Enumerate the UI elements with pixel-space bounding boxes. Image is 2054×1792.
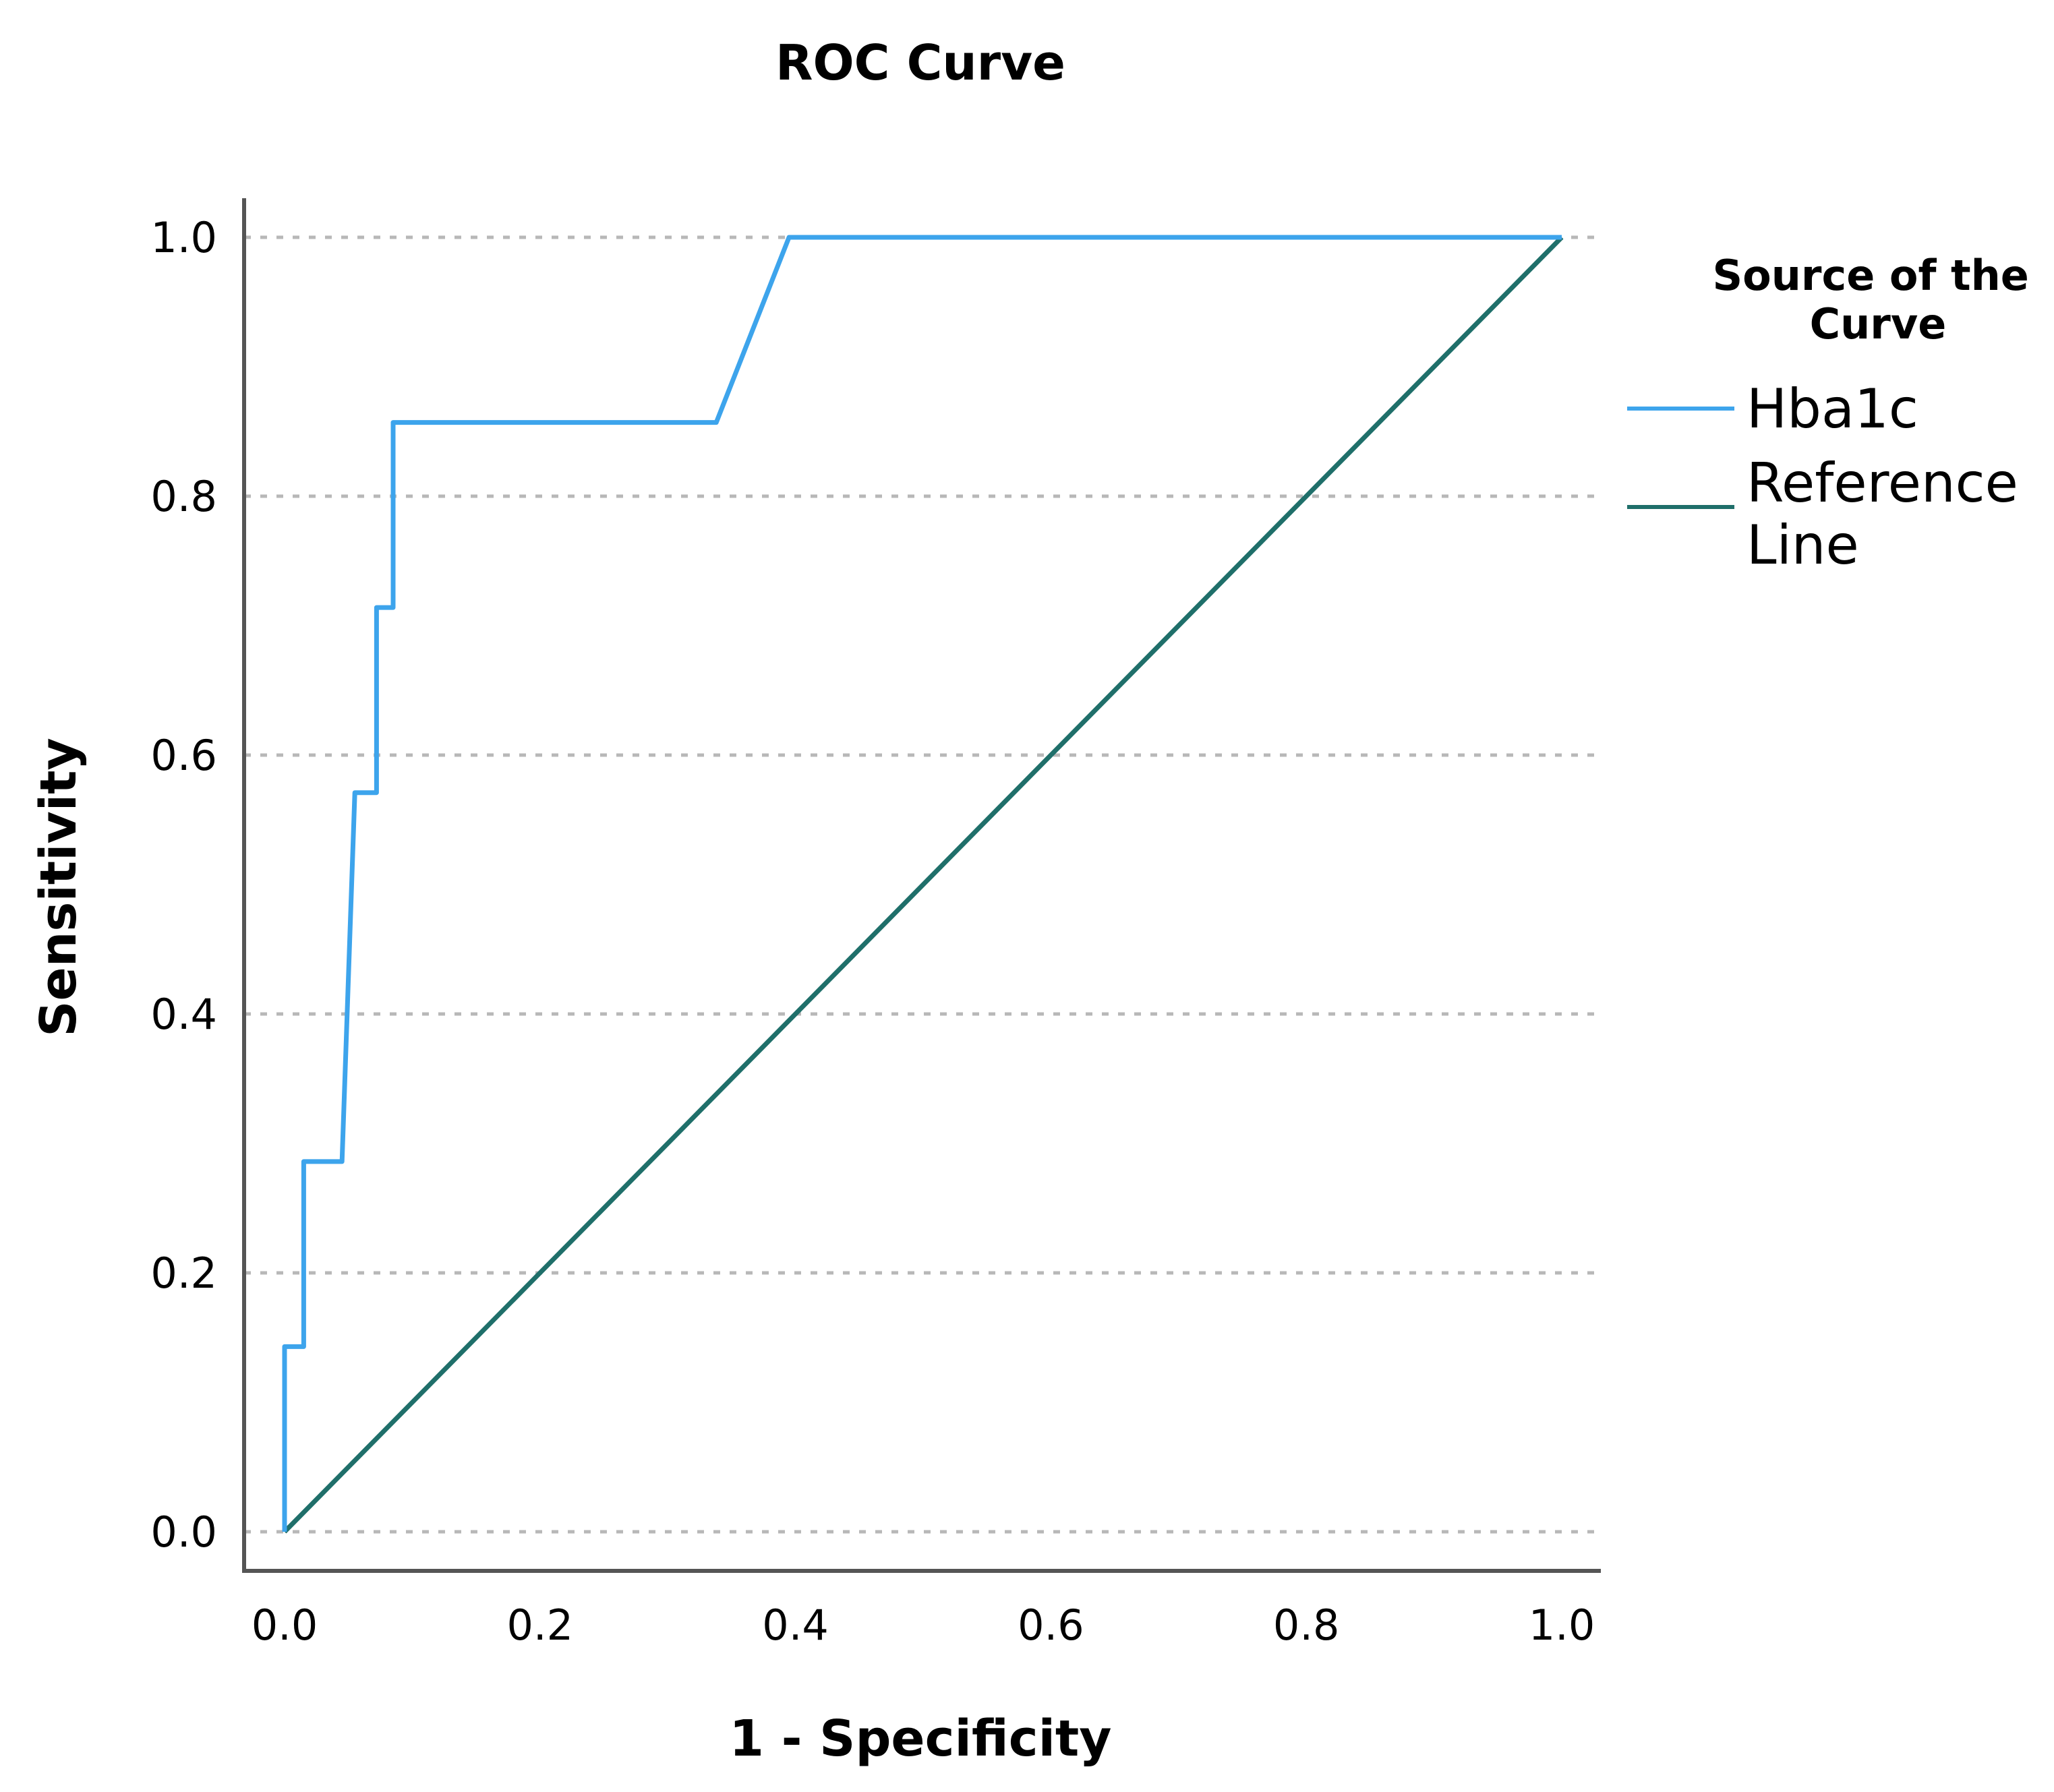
x-tick-label: 0.4 xyxy=(762,1601,829,1650)
y-tick-label: 0.4 xyxy=(150,990,217,1039)
y-tick-label: 1.0 xyxy=(150,213,217,262)
x-tick-label: 0.6 xyxy=(1018,1601,1084,1650)
x-tick-label: 1.0 xyxy=(1529,1601,1595,1650)
series-layer xyxy=(282,235,1564,1534)
legend-label-reference-line-1: Reference xyxy=(1747,452,2018,514)
series-line-reference-line xyxy=(283,235,1564,1534)
y-tick-label: 0.8 xyxy=(150,472,217,521)
legend: Source of the Curve Hba1c Reference Line xyxy=(1627,251,2044,576)
series-line-hba1c xyxy=(282,235,1562,1532)
x-tick-label: 0.0 xyxy=(252,1601,318,1650)
x-axis-label: 1 - Specificity xyxy=(729,1710,1111,1768)
x-tick-labels: 0.0 0.2 0.4 0.6 0.8 1.0 xyxy=(252,1601,1595,1650)
x-tick-label: 0.8 xyxy=(1273,1601,1340,1650)
legend-label-hba1c: Hba1c xyxy=(1747,378,1918,440)
y-tick-label: 0.2 xyxy=(150,1249,217,1298)
y-tick-label: 0.6 xyxy=(150,731,217,780)
legend-title-line-2: Curve xyxy=(1810,299,1947,349)
legend-label-reference-line: Reference Line xyxy=(1747,452,2035,576)
x-tick-label: 0.2 xyxy=(506,1601,573,1650)
legend-title: Source of the Curve xyxy=(1713,251,2044,349)
axis-lines xyxy=(242,198,1601,1573)
legend-label-hba1c-line-1: Hba1c xyxy=(1747,378,1918,440)
legend-title-line-1: Source of the xyxy=(1713,251,2029,300)
chart-title: ROC Curve xyxy=(775,34,1065,91)
y-tick-label: 0.0 xyxy=(150,1507,217,1557)
axes xyxy=(242,198,1601,1573)
legend-label-reference-line-2: Line xyxy=(1747,514,1859,576)
y-axis-label: Sensitivity xyxy=(30,738,88,1037)
y-tick-labels: 0.0 0.2 0.4 0.6 0.8 1.0 xyxy=(150,213,217,1557)
